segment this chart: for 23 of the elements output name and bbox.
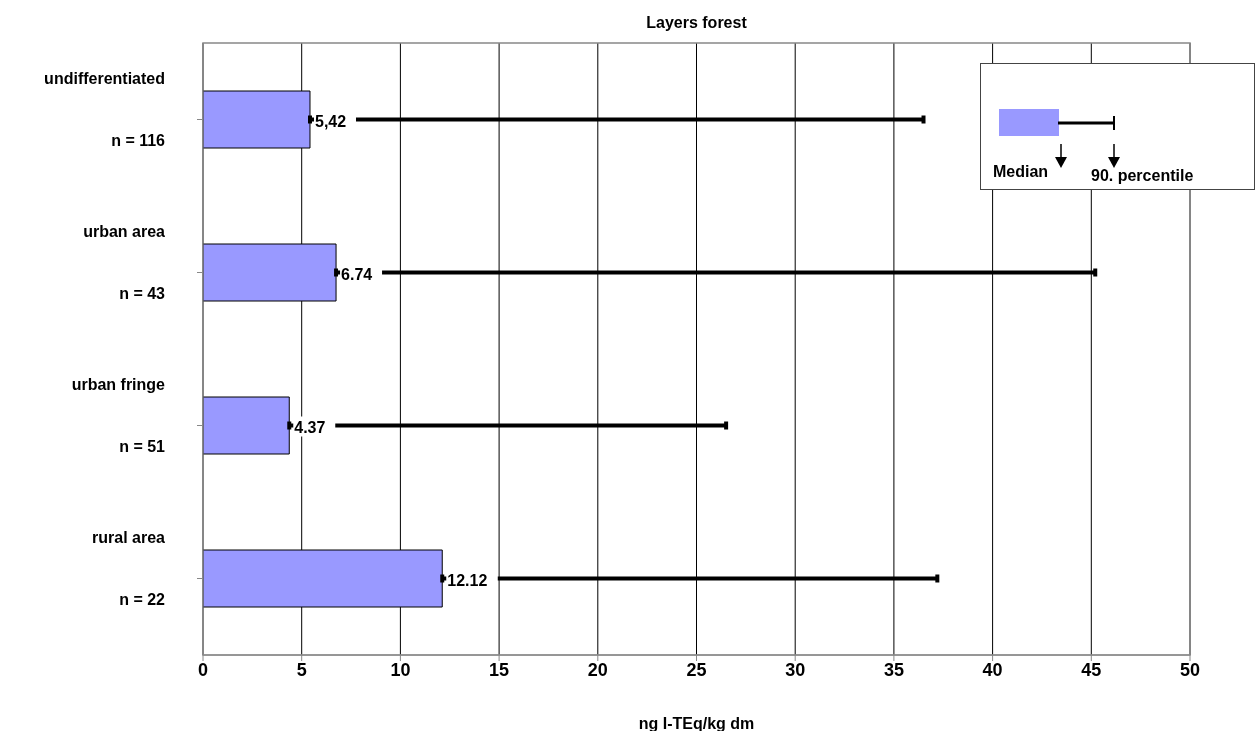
category-label: rural area n = 22 (92, 528, 165, 608)
x-tick-label: 30 (785, 659, 806, 680)
x-tick-label: 35 (883, 659, 904, 680)
annotation: 90. percentile (1091, 167, 1194, 184)
x-tick-label: 5 (296, 659, 307, 680)
bar (203, 396, 290, 455)
category-label: undifferentiated n = 116 (44, 69, 165, 149)
x-tick-label: 20 (587, 659, 608, 680)
data-label: 4.37 (294, 418, 326, 436)
x-tick-label: 0 (197, 659, 209, 680)
x-tick-label: 40 (982, 659, 1003, 680)
data-label: 6.74 (341, 265, 373, 283)
data-label: 12.12 (447, 571, 488, 589)
x-tick-label: 45 (1081, 659, 1102, 680)
legend-box: Median 90. percentile (980, 63, 1255, 190)
x-tick-label: 15 (489, 659, 510, 680)
data-label: 5,42 (314, 112, 347, 130)
x-tick-label: 50 (1179, 659, 1201, 680)
x-tick-label: 25 (686, 659, 707, 680)
x-tick-label: 10 (390, 659, 411, 680)
category-label: urban fringe n = 51 (71, 375, 165, 455)
category-label: urban area n = 43 (83, 222, 165, 302)
chart-title: Layers forest (645, 14, 748, 32)
